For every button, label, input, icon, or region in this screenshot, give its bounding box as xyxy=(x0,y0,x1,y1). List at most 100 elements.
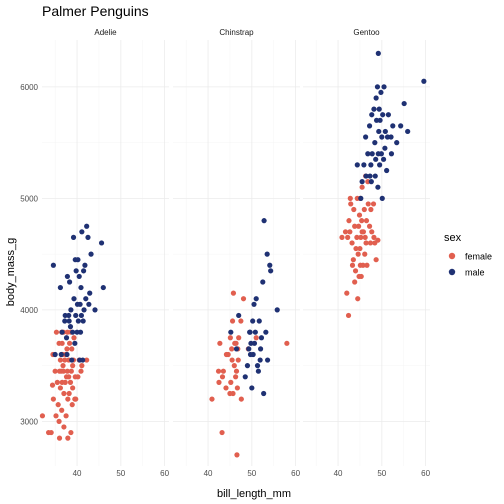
point-female xyxy=(359,218,365,224)
point-female xyxy=(284,340,290,346)
point-male xyxy=(77,329,84,335)
point-male xyxy=(401,100,407,107)
point-female xyxy=(216,379,222,385)
point-female xyxy=(73,396,79,402)
point-female xyxy=(344,290,350,296)
point-female xyxy=(61,424,67,430)
point-male xyxy=(261,390,267,397)
point-male xyxy=(73,268,79,274)
point-female xyxy=(69,346,75,352)
y-tick-label: 4000 xyxy=(20,306,38,315)
x-axis-label: bill_length_mm xyxy=(217,488,291,500)
point-female xyxy=(229,346,235,352)
point-female xyxy=(70,385,76,391)
point-male xyxy=(70,234,77,240)
point-male xyxy=(88,251,94,257)
point-male xyxy=(372,140,378,146)
point-male xyxy=(369,112,375,118)
point-male xyxy=(366,123,373,129)
legend-female-label: female xyxy=(465,252,492,262)
point-male xyxy=(359,179,365,185)
point-female xyxy=(219,374,226,380)
point-female xyxy=(375,237,381,243)
point-female xyxy=(346,218,352,224)
point-female xyxy=(362,234,368,240)
x-tick-label: 40 xyxy=(73,469,82,478)
point-female xyxy=(362,251,368,257)
point-female xyxy=(233,374,239,380)
point-female xyxy=(217,340,223,346)
point-male xyxy=(398,123,404,129)
point-male xyxy=(251,301,257,307)
point-male xyxy=(57,284,63,291)
point-male xyxy=(73,312,79,319)
point-female xyxy=(75,374,81,380)
point-male xyxy=(376,128,382,135)
point-female xyxy=(215,368,222,374)
point-male xyxy=(263,329,269,335)
point-female xyxy=(234,385,240,391)
point-male xyxy=(92,307,98,313)
point-male xyxy=(377,162,383,168)
point-female xyxy=(371,234,377,240)
point-female xyxy=(364,262,370,268)
point-male xyxy=(376,106,382,112)
point-male xyxy=(260,279,266,285)
point-female xyxy=(78,368,84,374)
point-female xyxy=(253,335,259,341)
point-female xyxy=(61,390,67,397)
point-male xyxy=(255,368,261,374)
point-male xyxy=(80,357,86,363)
x-tick-label: 50 xyxy=(116,469,125,478)
point-male xyxy=(66,318,72,324)
point-male xyxy=(64,273,70,280)
point-male xyxy=(261,218,267,224)
point-female xyxy=(70,363,76,369)
point-male xyxy=(256,318,262,324)
point-male xyxy=(368,162,374,168)
legend-male-label: male xyxy=(465,268,485,278)
point-female xyxy=(79,363,85,369)
facet-label-chinstrap: Chinstrap xyxy=(219,28,254,37)
point-female xyxy=(233,368,240,374)
point-male xyxy=(253,296,259,302)
point-female xyxy=(352,279,358,285)
point-male xyxy=(421,78,427,84)
x-axis-ticks: 40 50 60 40 50 60 40 50 60 xyxy=(73,469,431,478)
point-male xyxy=(82,262,88,268)
point-male xyxy=(64,351,70,358)
point-male xyxy=(264,251,270,257)
point-male xyxy=(358,195,364,201)
point-male xyxy=(274,307,280,313)
point-female xyxy=(368,206,374,213)
point-male xyxy=(68,307,74,313)
point-male xyxy=(233,346,240,352)
point-male xyxy=(78,284,84,291)
point-female xyxy=(351,206,357,213)
point-male xyxy=(100,284,106,291)
point-male xyxy=(86,301,92,307)
point-female xyxy=(373,257,379,263)
point-female xyxy=(366,223,373,229)
point-male xyxy=(268,268,274,274)
point-female xyxy=(238,318,244,324)
point-female xyxy=(56,435,63,441)
point-male xyxy=(384,167,390,174)
point-male xyxy=(382,145,388,151)
point-female xyxy=(347,229,353,235)
point-female xyxy=(66,340,73,346)
point-female xyxy=(365,201,371,207)
point-male xyxy=(77,301,83,307)
point-male xyxy=(242,374,248,380)
point-female xyxy=(60,368,67,374)
x-tick-label: 60 xyxy=(291,469,300,478)
point-female xyxy=(240,296,247,302)
point-male xyxy=(70,329,76,335)
point-female xyxy=(55,402,61,408)
point-female xyxy=(60,363,66,369)
point-female xyxy=(235,357,241,363)
point-male xyxy=(377,117,383,123)
point-male xyxy=(380,112,386,118)
point-female xyxy=(59,340,65,346)
